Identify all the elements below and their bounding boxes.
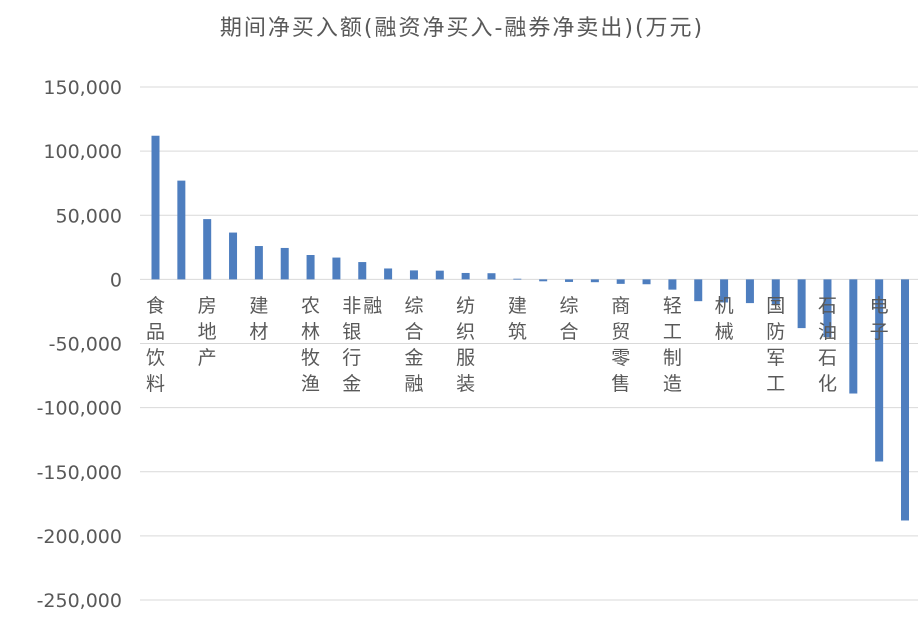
bar [539,279,548,282]
category-label-text: 食品饮料 [146,295,165,395]
bar [849,279,858,394]
category-label: 建筑 [508,295,527,343]
category-label-text: 石油石化 [818,295,837,395]
category-label-text: 建筑 [508,295,527,343]
bar [461,272,470,280]
y-tick-label: -200,000 [37,526,122,548]
category-label-text: 商贸零售 [611,295,630,395]
category-label: 房地产 [198,295,217,369]
category-label: 商贸零售 [611,295,630,395]
category-label-text: 房地产 [198,295,217,369]
category-label-text: 农林牧渔 [301,295,320,395]
bar [435,270,444,280]
bar [332,257,341,280]
bar [358,262,367,280]
category-label: 综合金融 [404,295,423,395]
bar [720,279,729,303]
bar [409,270,418,280]
category-label-text: 机械 [715,295,734,343]
category-label-text: 轻工制造 [663,295,682,395]
category-label: 食品饮料 [146,295,165,395]
bars [151,135,909,521]
bar [642,279,651,285]
y-axis-ticks: 150,000 100,000 50,000 0 -50,000 -100,000 -150… [37,77,122,612]
bar [823,279,832,338]
category-label: 农林牧渔 [301,295,320,395]
category-label-text: 综合金融 [404,295,423,395]
bar [487,273,496,280]
category-label: 非银行金融 [342,295,382,395]
bar [616,279,625,284]
y-tick-label: 50,000 [56,205,122,227]
y-tick-label: -100,000 [37,398,122,420]
bar [254,246,263,280]
category-label-text: 国防军工 [766,295,785,395]
bar [565,279,574,282]
y-tick-label: -250,000 [37,590,122,612]
category-label-text: 电子 [870,295,889,343]
bar [797,279,806,329]
chart-title: 期间净买入额(融资净买入-融券净卖出)(万元) [219,16,705,41]
bar [177,180,186,280]
bar [745,279,754,304]
bar [384,268,393,280]
category-label: 电子 [870,295,889,343]
bar [513,278,522,280]
category-label: 机械 [715,295,734,343]
bar [875,279,884,462]
bar [306,255,315,280]
category-label: 轻工制造 [663,295,682,395]
bar [668,279,677,290]
category-label-text: 建材 [249,295,268,343]
bar [280,247,289,280]
bar [694,279,703,302]
bar [229,232,238,280]
category-label-text: 非银行金融 [342,295,382,395]
category-label: 综合 [560,295,579,343]
category-label: 建材 [249,295,268,343]
category-label-text: 综合 [560,295,579,343]
y-tick-label: -150,000 [37,462,122,484]
bar [771,279,780,306]
gridlines [140,86,918,601]
bar [590,279,599,283]
y-tick-label: -50,000 [49,334,122,356]
category-label: 石油石化 [818,295,837,395]
y-tick-label: 0 [110,269,122,291]
bar [203,219,212,280]
bar [151,135,160,280]
category-label: 国防军工 [766,295,785,395]
category-label: 纺织服装 [456,295,475,395]
y-tick-label: 100,000 [43,141,122,163]
y-tick-label: 150,000 [43,77,122,99]
category-label-text: 纺织服装 [456,295,475,395]
bar [901,279,909,521]
